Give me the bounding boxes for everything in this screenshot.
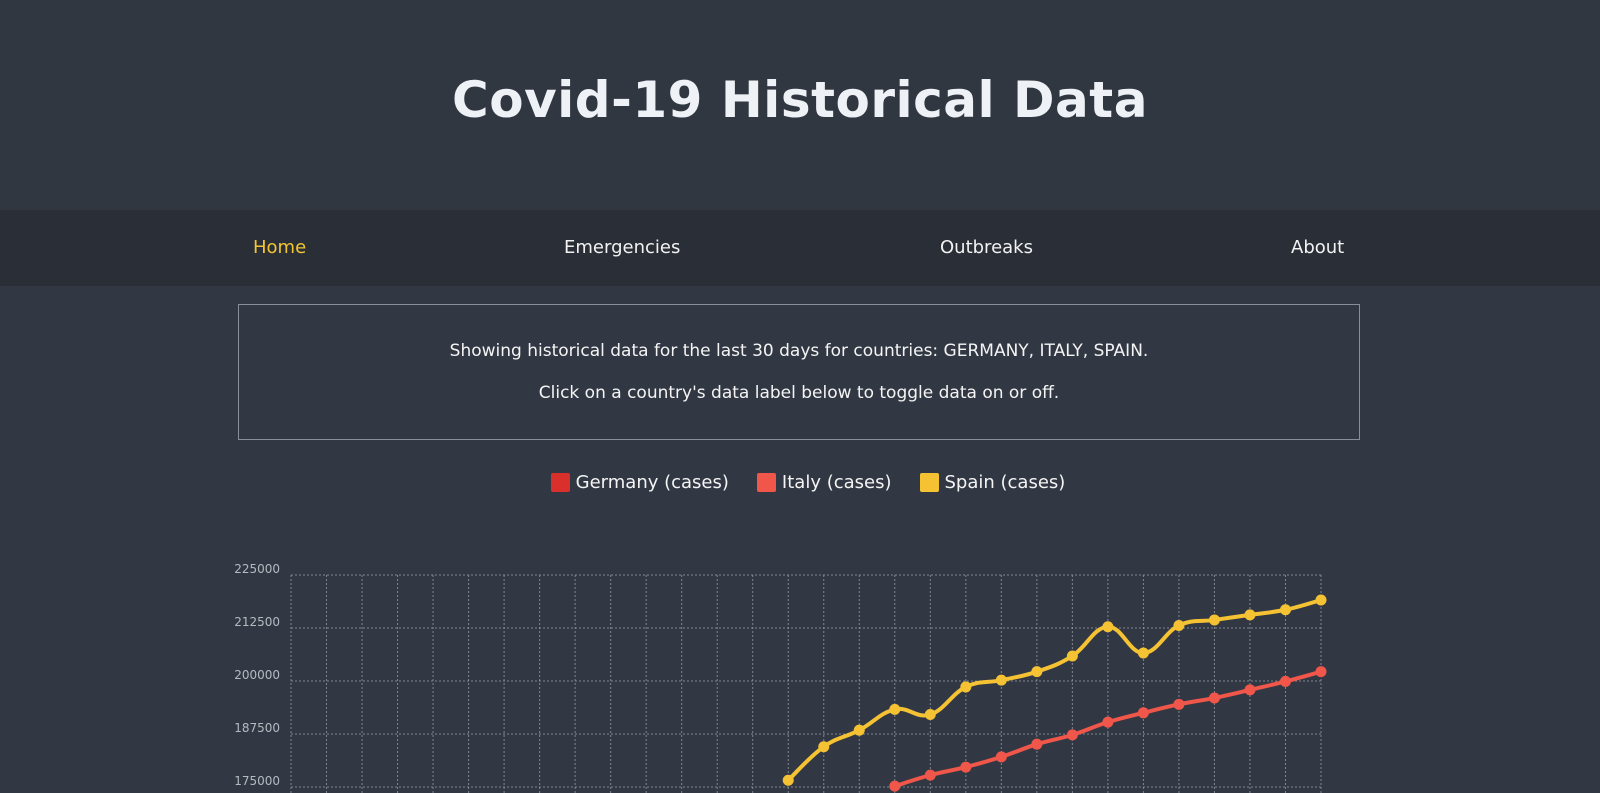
data-point-italy	[1031, 738, 1043, 750]
data-point-italy	[1173, 698, 1185, 710]
nav-item-outbreaks[interactable]: Outbreaks	[940, 237, 1033, 258]
legend-swatch-germany	[550, 473, 570, 492]
data-point-italy	[1279, 675, 1291, 687]
data-point-italy	[995, 751, 1007, 763]
page-title: Covid-19 Historical Data	[452, 71, 1148, 129]
nav-item-about[interactable]: About	[1291, 237, 1345, 258]
chart-legend: Germany (cases) Italy (cases) Spain (cas…	[0, 472, 1600, 493]
legend-label-spain: Spain (cases)	[944, 472, 1066, 493]
data-point-italy	[924, 769, 936, 781]
data-point-spain	[995, 674, 1007, 686]
data-point-italy	[1066, 729, 1078, 741]
legend-item-italy[interactable]: Italy (cases)	[756, 472, 892, 493]
legend-swatch-spain	[919, 473, 939, 492]
data-point-spain	[782, 774, 794, 786]
data-point-spain	[1137, 647, 1149, 659]
legend-item-germany[interactable]: Germany (cases)	[550, 472, 729, 493]
data-point-spain	[924, 708, 936, 720]
data-point-italy	[1208, 692, 1220, 704]
data-point-italy	[1102, 716, 1114, 728]
data-point-spain	[889, 703, 901, 715]
data-point-spain	[1031, 666, 1043, 678]
legend-swatch-italy	[756, 473, 776, 492]
main-nav: Home Emergencies Outbreaks About	[0, 210, 1600, 286]
y-tick-label: 175000	[234, 774, 280, 788]
legend-item-spain[interactable]: Spain (cases)	[919, 472, 1066, 493]
nav-item-emergencies[interactable]: Emergencies	[564, 237, 681, 258]
y-tick-label: 187500	[234, 721, 280, 735]
data-point-spain	[1279, 604, 1291, 616]
info-line-countries: Showing historical data for the last 30 …	[449, 341, 1149, 361]
data-point-spain	[1102, 621, 1114, 633]
data-point-spain	[818, 741, 830, 753]
data-point-italy	[960, 761, 972, 773]
y-tick-label: 212500	[234, 615, 280, 629]
hero-header: Covid-19 Historical Data	[0, 0, 1600, 210]
data-point-spain	[1208, 614, 1220, 626]
data-point-spain	[853, 724, 865, 736]
info-line-toggle-hint: Click on a country's data label below to…	[538, 383, 1060, 403]
data-point-spain	[1244, 609, 1256, 621]
data-point-italy	[1244, 684, 1256, 696]
legend-label-germany: Germany (cases)	[575, 472, 729, 493]
series-line-spain	[786, 598, 1323, 783]
legend-label-italy: Italy (cases)	[781, 472, 892, 493]
data-point-spain	[1173, 619, 1185, 631]
info-box: Showing historical data for the last 30 …	[238, 304, 1360, 440]
data-point-spain	[1066, 650, 1078, 662]
data-point-italy	[1315, 666, 1327, 678]
nav-item-home[interactable]: Home	[253, 237, 307, 258]
data-point-spain	[960, 681, 972, 693]
data-point-italy	[889, 780, 901, 792]
data-point-italy	[1137, 707, 1149, 719]
data-point-spain	[1315, 594, 1327, 606]
y-tick-label: 200000	[234, 668, 280, 682]
y-tick-label: 225000	[234, 562, 280, 576]
